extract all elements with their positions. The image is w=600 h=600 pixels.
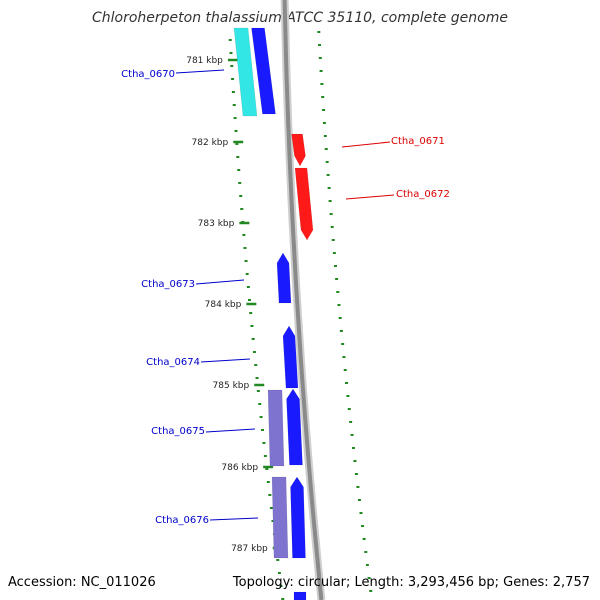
kbp-tick-label: 782 kbp	[192, 138, 229, 148]
genome-title: Chloroherpeton thalassium ATCC 35110, co…	[92, 10, 508, 26]
kbp-tick-label: 781 kbp	[186, 56, 223, 66]
gene-ctha-0670	[251, 27, 276, 115]
gene-ctha-0674	[282, 325, 299, 389]
gene-ctha-0676	[290, 476, 306, 559]
gene-label: Ctha_0676	[155, 515, 209, 526]
kbp-tick-label: 783 kbp	[198, 219, 235, 229]
gene-leader-line	[209, 517, 259, 521]
gene-label: Ctha_0672	[396, 189, 450, 200]
gene-leader-line	[200, 358, 251, 363]
topology-text: Topology: circular; Length: 3,293,456 bp…	[232, 575, 590, 590]
gene-ctha-0676-companion	[271, 476, 289, 559]
kbp-tick-label: 785 kbp	[213, 381, 250, 391]
kbp-tick-label: 786 kbp	[221, 463, 258, 473]
gene-ctha-0675	[286, 388, 303, 466]
gene-leader-line	[175, 69, 225, 74]
gene-label: Ctha_0673	[141, 279, 195, 290]
gene-ctha-0671	[291, 133, 306, 167]
gene-ctha-0670-cyan	[233, 27, 258, 117]
kbp-tick-label: 784 kbp	[205, 300, 242, 310]
gene-ctha-0673	[276, 252, 292, 304]
gene-ctha-0672	[294, 167, 314, 241]
gene-ctha-0675-companion	[267, 389, 285, 467]
gene-label: Ctha_0675	[151, 426, 205, 437]
gene-leader-line	[205, 428, 256, 433]
gene-label: Ctha_0671	[391, 136, 445, 147]
gene-label: Ctha_0674	[146, 357, 200, 368]
gene-leader-line	[195, 279, 245, 285]
kbp-tick-label: 787 kbp	[231, 544, 268, 554]
gene-leader-line	[345, 194, 395, 200]
accession-text: Accession: NC_011026	[8, 575, 156, 590]
genome-backbone	[282, 0, 324, 600]
gene-label: Ctha_0670	[121, 69, 175, 80]
gene-leader-line	[341, 141, 391, 148]
gene-partial-bottom	[293, 591, 307, 600]
